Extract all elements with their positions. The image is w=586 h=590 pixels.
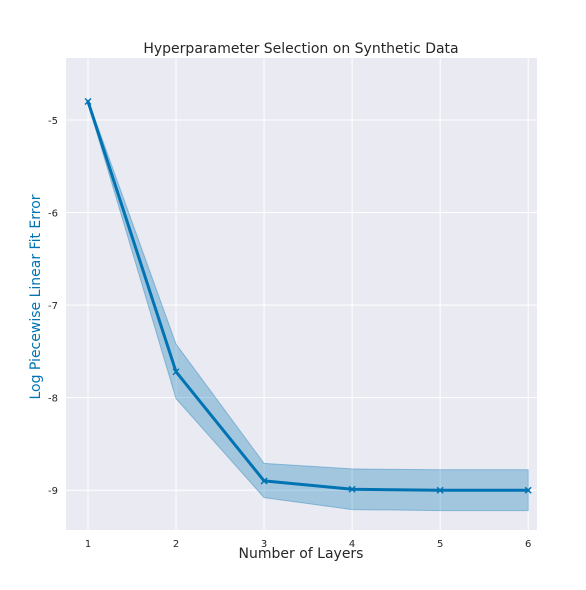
grid-lines [66, 58, 537, 530]
y-tick-label: -9 [48, 486, 58, 497]
confidence-band [87, 99, 529, 512]
x-tick-label: 3 [261, 539, 267, 550]
confidence-band-layer [87, 99, 529, 512]
x-tick-label: 5 [437, 539, 443, 550]
chart-title: Hyperparameter Selection on Synthetic Da… [143, 41, 458, 57]
x-tick-label: 4 [349, 539, 355, 550]
data-point-marker [436, 486, 444, 494]
series-line [86, 100, 530, 492]
x-tick-label: 1 [85, 539, 91, 550]
data-point-marker [260, 477, 268, 485]
y-axis-label: Log Piecewise Linear Fit Error [28, 194, 44, 399]
y-tick-label: -5 [48, 116, 58, 127]
x-axis-label: Number of Layers [239, 546, 364, 562]
x-tick-label: 2 [173, 539, 179, 550]
data-point-marker [348, 485, 356, 493]
x-tick-label: 6 [525, 539, 531, 550]
plot-background [66, 58, 537, 530]
x-tick-labels: 1 2 3 4 5 6 [85, 539, 532, 550]
data-point-marker [524, 486, 532, 494]
y-tick-label: -8 [48, 394, 58, 405]
series-line-layer [86, 100, 530, 492]
data-point-marker [172, 368, 180, 376]
y-tick-label: -7 [48, 301, 58, 312]
y-tick-label: -6 [48, 209, 58, 220]
data-point-marker [84, 98, 92, 105]
series-marker-layer [84, 98, 532, 494]
y-tick-labels: -5 -6 -7 -8 -9 [48, 116, 58, 497]
